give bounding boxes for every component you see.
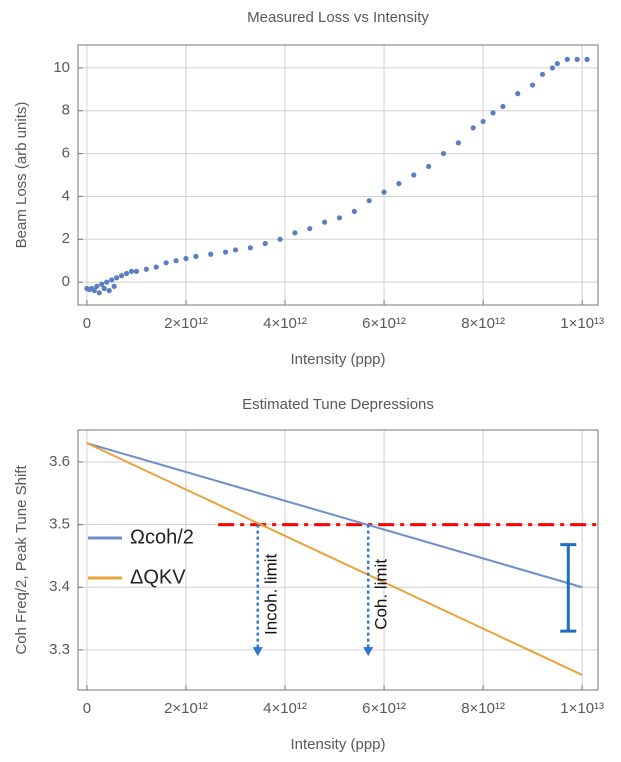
scatter-point [564, 56, 570, 62]
scatter-point [222, 249, 229, 255]
scatter-point [143, 266, 149, 272]
x-tick-label: 8×10¹² [461, 315, 505, 332]
scatter-point [114, 275, 120, 281]
scatter-point [277, 236, 283, 242]
scatter-point [123, 270, 130, 277]
scatter-point [440, 150, 447, 157]
arrow-head [252, 647, 263, 657]
series-line [86, 442, 583, 589]
y-tick-label: 3.3 [49, 641, 70, 658]
x-tick-label: 2×10¹² [164, 700, 208, 717]
scatter-point [99, 281, 105, 287]
error-bar [560, 543, 577, 633]
scatter-point [381, 189, 387, 195]
series-line [86, 442, 583, 676]
scatter-point [104, 279, 110, 285]
scatter-point [128, 268, 135, 274]
scatter-point [133, 268, 140, 274]
y-tick-label: 8 [62, 102, 70, 119]
annotation: Incoh. limit [261, 553, 280, 635]
scatter-point [94, 283, 100, 289]
scatter-point [163, 260, 169, 266]
y-tick-label: 3.5 [49, 516, 70, 533]
x-tick-label: 8×10¹² [461, 700, 505, 717]
y-tick-label: 2 [62, 230, 70, 247]
scatter-point [426, 163, 432, 170]
x-tick-label: 2×10¹² [164, 315, 208, 332]
y-axis-label: Beam Loss (arb units) [13, 102, 30, 249]
scatter-point [91, 288, 97, 294]
scatter-point [574, 56, 580, 62]
scatter-point [101, 285, 107, 292]
y-tick-label: 4 [62, 187, 70, 204]
scatter-point [118, 273, 125, 279]
x-axis-label: Intensity (ppp) [290, 736, 385, 753]
scatter-point [351, 208, 357, 215]
y-tick-label: 3.6 [49, 453, 70, 470]
scatter-point [96, 290, 102, 296]
scatter-point [247, 245, 253, 251]
scatter-point [500, 103, 506, 110]
scatter-point [411, 172, 417, 178]
scatter-point [173, 258, 179, 264]
scatter-point [455, 140, 461, 146]
scatter-point [193, 253, 199, 259]
scatter-point [584, 56, 590, 62]
scatter-point [490, 110, 496, 116]
scatter-point [262, 240, 268, 247]
scatter-point [366, 198, 372, 204]
x-tick-label: 0 [83, 315, 91, 332]
x-tick-label: 1×10¹³ [560, 315, 604, 332]
y-axis-label: Coh Freq/2, Peak Tune Shift [13, 465, 30, 655]
y-tick-label: 6 [62, 145, 70, 162]
scatter-point [336, 215, 343, 221]
scatter-point [549, 65, 556, 71]
chart-title: Measured Loss vs Intensity [247, 9, 429, 26]
plot-frame [77, 429, 599, 691]
x-tick-label: 1×10¹³ [560, 700, 604, 717]
scatter-point [554, 61, 560, 67]
scatter-point [106, 288, 112, 294]
scatter-point [111, 283, 117, 289]
scatter-point [470, 125, 476, 131]
scatter-point [183, 255, 189, 262]
scatter-point [232, 247, 239, 253]
scatter-point [396, 180, 402, 187]
plot-frame [77, 44, 599, 306]
scatter-point [515, 91, 521, 97]
scatter-point [480, 118, 486, 125]
x-axis-label: Intensity (ppp) [290, 351, 385, 368]
legend-label: Ωcoh/2 [130, 526, 194, 548]
annotation: Coh. limit [372, 559, 391, 630]
scatter-point [292, 230, 298, 236]
scatter-point [307, 225, 313, 232]
scatter-point [539, 71, 546, 77]
y-tick-label: 3.4 [49, 578, 70, 595]
y-tick-label: 10 [53, 59, 70, 76]
chart-title: Estimated Tune Depressions [242, 396, 434, 413]
legend-label: ΔQKV [130, 566, 186, 588]
y-tick-label: 0 [62, 273, 70, 290]
x-tick-label: 4×10¹² [263, 315, 307, 332]
scatter-point [208, 251, 214, 257]
x-tick-label: 6×10¹² [362, 700, 406, 717]
scatter-point [322, 219, 328, 225]
scatter-point [109, 277, 115, 283]
x-tick-label: 4×10¹² [263, 700, 307, 717]
scatter-point [530, 82, 536, 88]
x-tick-label: 0 [83, 700, 91, 717]
x-tick-label: 6×10¹² [362, 315, 406, 332]
scatter-point [153, 264, 159, 270]
arrow-head [363, 647, 374, 657]
